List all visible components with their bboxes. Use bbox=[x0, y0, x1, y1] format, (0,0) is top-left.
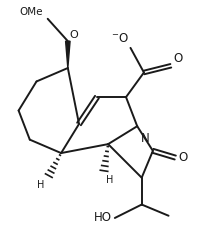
Text: O: O bbox=[69, 30, 78, 40]
Polygon shape bbox=[66, 41, 70, 68]
Text: HO: HO bbox=[94, 212, 111, 224]
Text: O: O bbox=[173, 52, 182, 65]
Text: OMe: OMe bbox=[20, 6, 43, 16]
Text: $^{-}$O: $^{-}$O bbox=[111, 32, 129, 44]
Text: H: H bbox=[106, 175, 113, 185]
Text: N: N bbox=[141, 132, 149, 145]
Text: H: H bbox=[37, 180, 45, 190]
Text: O: O bbox=[179, 151, 188, 164]
